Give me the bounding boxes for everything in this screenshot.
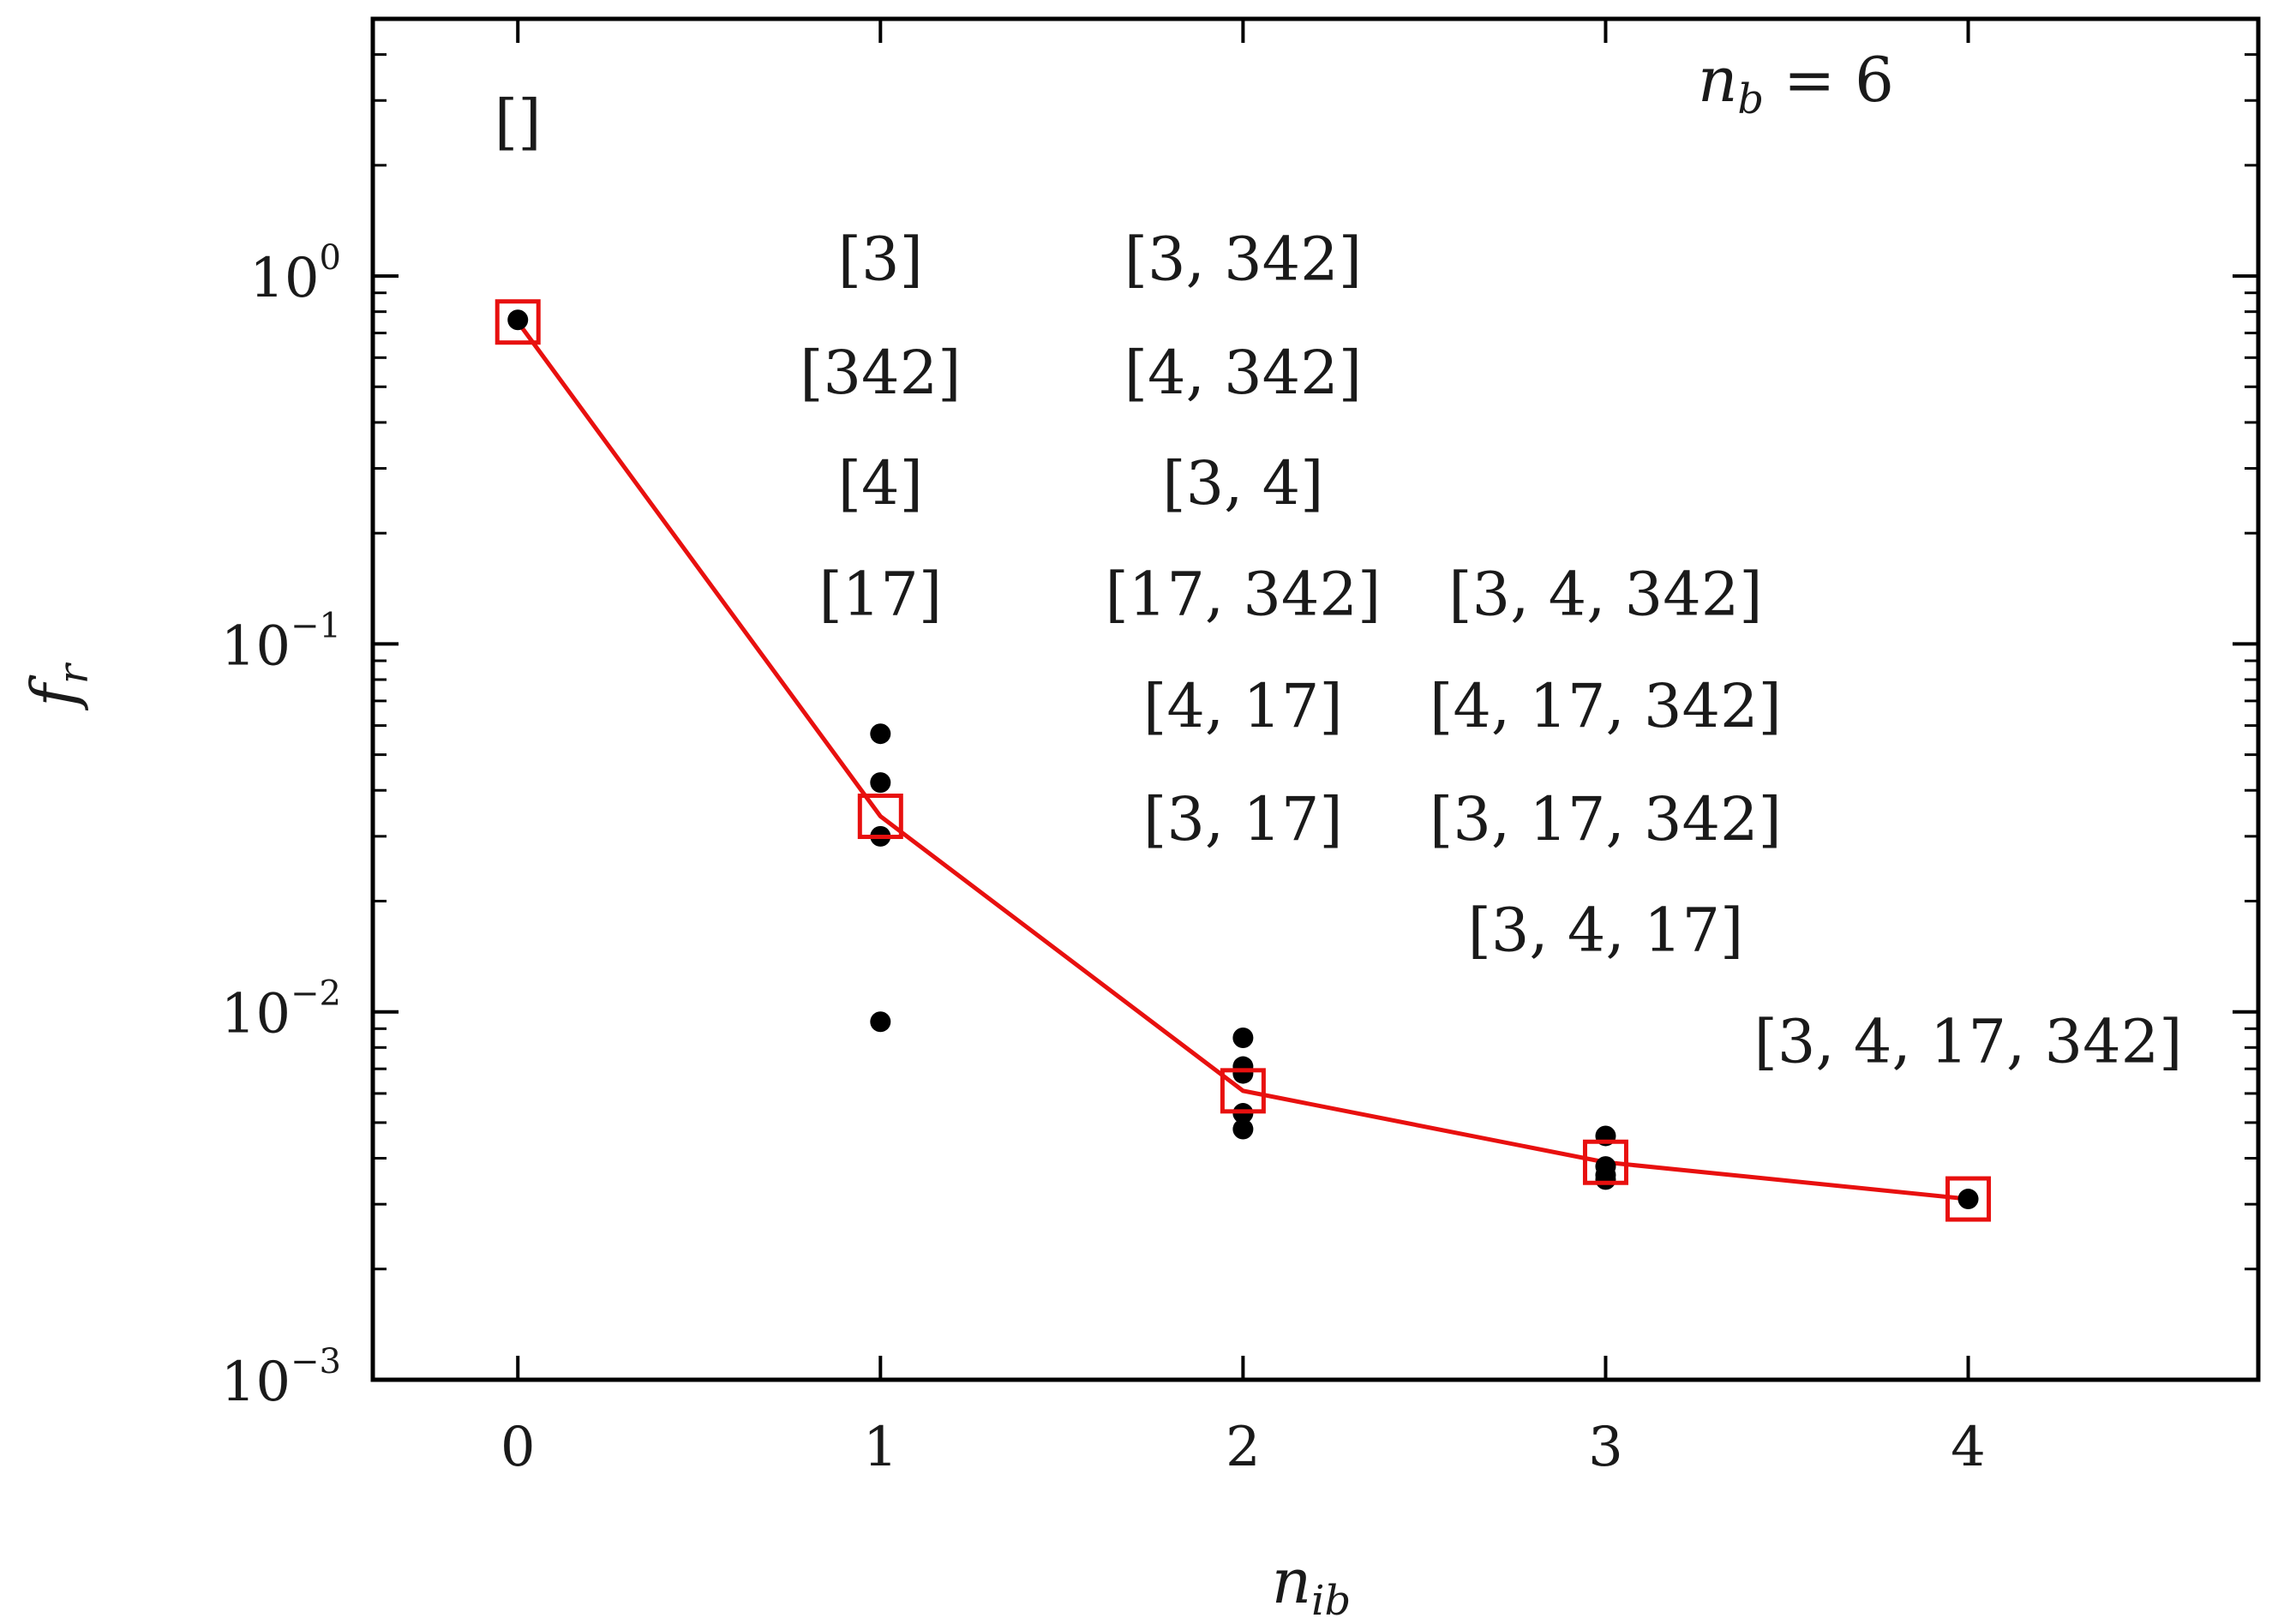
mean-marker-4 (1945, 1176, 1992, 1222)
data-point-2 (870, 772, 891, 794)
mean-line (516, 321, 1969, 1202)
combination-label-5: [3, 342] (1124, 224, 1362, 294)
combination-label-13: [3, 17, 342] (1430, 784, 1782, 854)
x-tick-label-4: 4 (1951, 1416, 1986, 1479)
combination-label-8: [17, 342] (1105, 559, 1381, 629)
mean-marker-0 (495, 299, 541, 345)
x-axis-title-sub: ib (1311, 1577, 1351, 1624)
data-point-4 (870, 1011, 891, 1033)
data-point-14 (1957, 1189, 1979, 1210)
x-tick-label-3: 3 (1588, 1416, 1623, 1479)
y-tick-label-2: 10−2 (221, 974, 341, 1046)
data-point-9 (1232, 1118, 1254, 1140)
nb-annotation: nb = 6 (1698, 44, 1894, 123)
combination-label-1: [3] (838, 224, 923, 294)
plot-frame-layer (370, 16, 2261, 1382)
combination-label-0: [] (495, 87, 542, 157)
nb-annotation-rest: = 6 (1764, 44, 1894, 116)
combination-label-11: [3, 4, 342] (1448, 559, 1762, 629)
series-line-layer (516, 321, 1969, 1202)
combination-label-7: [3, 4] (1162, 448, 1323, 518)
x-tick-label-1: 1 (863, 1416, 898, 1479)
combination-label-9: [4, 17] (1143, 671, 1343, 741)
mean-marker-2 (1220, 1068, 1266, 1114)
series-point-layer (495, 299, 1992, 1222)
combination-label-15: [3, 4, 17, 342] (1754, 1007, 2183, 1077)
combination-label-12: [4, 17, 342] (1430, 671, 1782, 741)
nb-annotation-sub: b (1737, 75, 1764, 123)
annotation-layer: [] [3] [342] [4] [17] [3, 342] [4, 342] [3, 4] [… (495, 87, 2183, 1077)
nb-annotation-base: n (1698, 44, 1737, 116)
y-axis-title-sub: r (50, 662, 98, 684)
combination-label-3: [4] (838, 448, 923, 518)
y-axis-title: fr (18, 662, 98, 711)
y-tick-label-1: 10−1 (221, 606, 341, 678)
data-point-0 (507, 309, 529, 331)
data-point-5 (1232, 1027, 1254, 1048)
x-tick-label-0: 0 (501, 1416, 536, 1479)
mean-marker-3 (1582, 1139, 1628, 1185)
tick-layer: 0 1 2 3 4 100 10−1 10−2 10−3 (221, 17, 2258, 1479)
combination-label-4: [17] (818, 559, 942, 629)
combination-label-10: [3, 17] (1143, 784, 1343, 854)
plot-frame (370, 16, 2261, 1382)
mean-marker-1 (857, 794, 903, 840)
x-tick-label-2: 2 (1226, 1416, 1261, 1479)
combination-label-2: [342] (800, 338, 961, 408)
x-axis-title: nib (1272, 1545, 1351, 1624)
data-point-7 (1232, 1063, 1254, 1084)
combination-label-14: [3, 4, 17] (1468, 895, 1744, 965)
combination-label-6: [4, 342] (1124, 338, 1362, 408)
y-tick-label-3: 10−3 (221, 1342, 341, 1414)
y-tick-label-0: 100 (249, 238, 341, 310)
data-point-1 (870, 723, 891, 745)
x-axis-title-base: n (1272, 1545, 1311, 1617)
data-point-13 (1595, 1169, 1616, 1190)
